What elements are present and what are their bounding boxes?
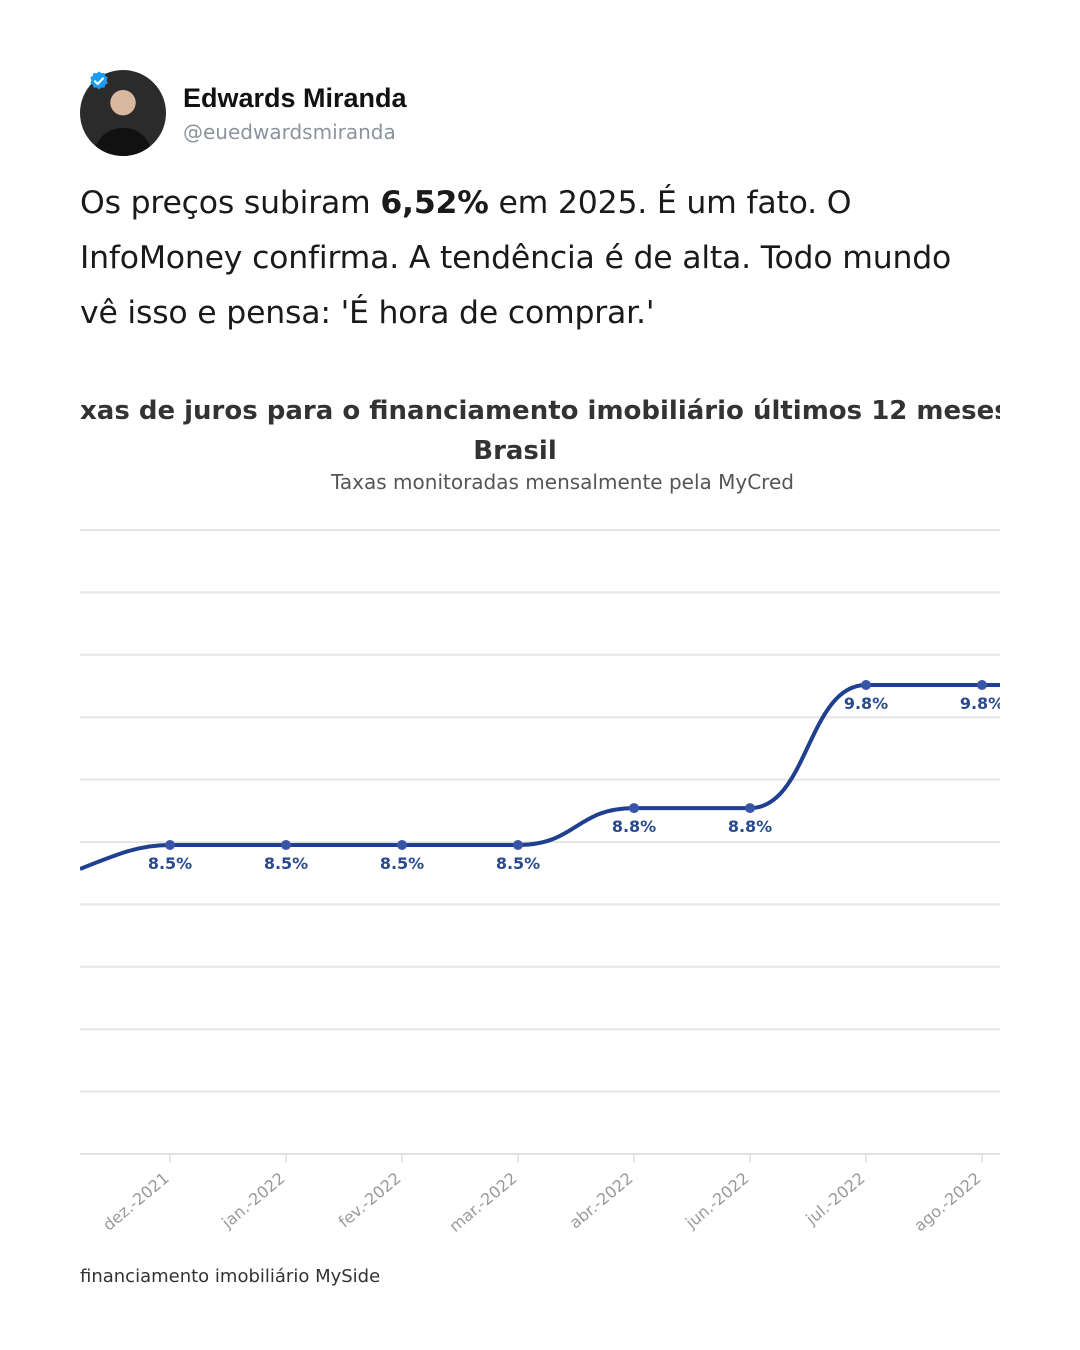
data-label: 8.5% (380, 854, 424, 873)
line-chart: 8.5% 8.5% 8.5% 8.5% 8.8% 8.8% 9.8% 9.8% dez.-202… (80, 529, 1000, 1236)
x-tick-label: jul.-2022 (802, 1169, 869, 1230)
chart-subtitle: Taxas monitoradas mensalmente pela MyCre… (331, 470, 794, 494)
author-names: Edwards Miranda @euedwardsmiranda (90, 71, 407, 144)
tweet-text-before: Os preços subiram (80, 185, 381, 221)
avatar[interactable] (80, 70, 166, 156)
chart-title-line1: xas de juros para o financiamento imobil… (80, 396, 1000, 426)
x-tick-label: ago.-2022 (910, 1169, 984, 1236)
data-label: 8.5% (496, 854, 540, 873)
chart-image: xas de juros para o financiamento imobil… (80, 380, 1000, 1300)
name-row: Edwards Miranda (90, 71, 407, 114)
data-label: 8.8% (612, 817, 656, 836)
x-tick-label: jun.-2022 (681, 1169, 752, 1233)
tweet-highlight: 6,52% (380, 185, 489, 221)
author-handle[interactable]: @euedwardsmiranda (183, 119, 396, 144)
data-point (977, 680, 987, 690)
x-tick-label: abr.-2022 (566, 1169, 637, 1233)
data-point (629, 803, 639, 814)
tweet-text-after: em 2025. É um fato. O InfoMoney confirma… (80, 185, 952, 331)
data-label: 8.5% (148, 854, 192, 873)
data-point (745, 803, 755, 814)
x-tick-label: mar.-2022 (445, 1169, 520, 1236)
x-tick-label: fev.-2022 (335, 1169, 405, 1232)
x-tick-label: dez.-2021 (99, 1169, 172, 1235)
data-label: 9.8% (960, 694, 1000, 713)
tweet-header: Edwards Miranda @euedwardsmiranda (80, 70, 407, 156)
data-point (281, 840, 291, 850)
data-label: 8.8% (728, 817, 772, 836)
data-label: 9.8% (844, 694, 888, 713)
verified-badge-icon (90, 71, 108, 90)
author-name[interactable]: Edwards Miranda (183, 82, 407, 113)
data-point (861, 680, 871, 690)
data-point (397, 840, 407, 850)
series-line (80, 683, 1000, 871)
data-label: 8.5% (264, 854, 308, 873)
tweet-text: Os preços subiram 6,52% em 2025. É um fa… (80, 176, 980, 341)
data-point (513, 840, 523, 850)
data-point (165, 840, 175, 850)
x-tick-label: jan.-2022 (217, 1169, 288, 1233)
chart-title-line2: Brasil (473, 436, 557, 466)
chart-caption: financiamento imobiliário MySide (80, 1266, 381, 1287)
